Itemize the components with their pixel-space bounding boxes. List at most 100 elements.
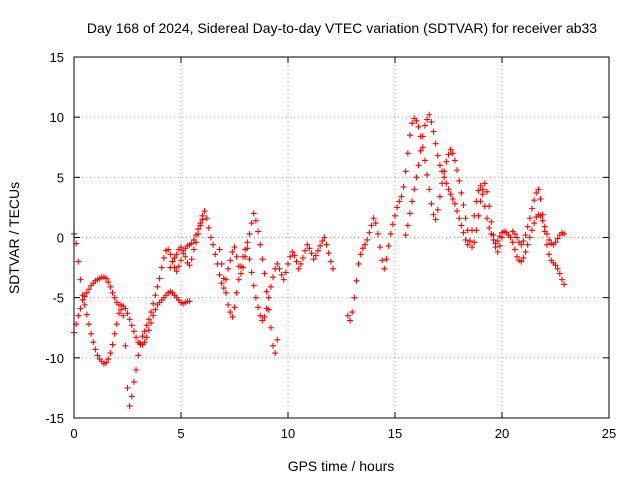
data-point: [496, 233, 503, 240]
data-point: [265, 294, 272, 301]
data-point: [190, 246, 197, 253]
data-point: [246, 256, 253, 263]
series-track-e: [344, 115, 505, 324]
data-point: [526, 215, 533, 222]
data-point: [285, 260, 291, 267]
data-point: [130, 328, 137, 335]
data-point: [513, 253, 520, 260]
data-point: [248, 220, 255, 227]
data-points: [71, 111, 568, 409]
data-point: [197, 222, 204, 229]
data-point: [443, 180, 450, 187]
data-point: [344, 312, 351, 319]
data-point: [456, 215, 463, 222]
data-point: [469, 244, 476, 251]
data-point: [518, 258, 525, 265]
data-point: [310, 256, 317, 263]
data-point: [396, 198, 403, 205]
data-point: [436, 162, 443, 169]
data-point: [240, 253, 247, 260]
data-point: [327, 258, 334, 265]
data-point: [160, 254, 167, 261]
y-tick-label: -10: [45, 351, 64, 366]
data-point: [321, 234, 328, 241]
data-point: [471, 212, 478, 219]
data-point: [244, 239, 251, 246]
data-point: [218, 260, 225, 267]
data-point: [233, 289, 240, 296]
series-track-a: [71, 274, 193, 348]
data-point: [152, 292, 159, 299]
data-point: [462, 215, 469, 222]
data-point: [439, 168, 446, 175]
data-point: [267, 324, 274, 331]
data-point: [460, 229, 467, 236]
data-point: [419, 144, 426, 151]
data-point: [329, 265, 336, 272]
data-point: [210, 241, 217, 248]
data-point: [432, 140, 439, 147]
data-point: [178, 244, 184, 251]
data-point: [280, 276, 287, 283]
data-point: [494, 248, 501, 255]
data-point: [394, 204, 401, 211]
series-track-b: [71, 216, 206, 409]
data-point: [242, 246, 249, 253]
data-point: [252, 294, 259, 301]
data-point: [237, 263, 244, 270]
data-point: [402, 168, 409, 175]
data-point: [381, 265, 388, 272]
data-point: [248, 269, 255, 276]
data-point: [389, 221, 396, 228]
data-point: [323, 241, 330, 248]
y-tick-label: 15: [50, 50, 64, 65]
data-point: [413, 117, 420, 124]
data-point: [75, 258, 82, 265]
data-point: [180, 247, 187, 254]
data-point: [353, 277, 360, 284]
data-point: [282, 269, 289, 276]
data-point: [156, 275, 163, 282]
series-track-d: [216, 210, 281, 357]
data-point: [539, 211, 546, 218]
data-point: [561, 230, 568, 237]
data-point: [522, 248, 529, 255]
data-point: [145, 327, 152, 334]
data-point: [524, 241, 531, 248]
data-point: [454, 167, 461, 174]
data-point: [552, 239, 559, 246]
data-point: [205, 224, 212, 231]
data-point: [546, 251, 553, 258]
data-point: [257, 312, 264, 319]
data-point: [481, 180, 488, 187]
data-point: [314, 247, 321, 254]
data-point: [139, 333, 146, 340]
data-point: [188, 256, 195, 263]
y-tick-label: -5: [52, 291, 64, 306]
data-point: [128, 393, 135, 400]
data-point: [558, 276, 565, 283]
x-tick-label: 10: [281, 426, 295, 441]
data-point: [359, 245, 366, 252]
data-point: [494, 238, 501, 245]
data-point: [109, 289, 116, 296]
data-point: [528, 205, 535, 212]
data-point: [105, 356, 112, 363]
data-point: [533, 189, 540, 196]
y-axis-label: SDTVAR / TECUs: [6, 182, 22, 294]
data-point: [287, 253, 294, 260]
data-point: [126, 316, 133, 323]
data-point: [173, 268, 180, 275]
data-point: [216, 246, 223, 253]
data-point: [201, 208, 208, 215]
data-point: [141, 328, 148, 335]
data-point: [428, 118, 435, 125]
data-point: [291, 252, 298, 259]
data-point: [531, 220, 538, 227]
data-point: [526, 234, 533, 241]
data-point: [374, 230, 381, 237]
data-point: [366, 229, 373, 236]
data-point: [150, 312, 157, 319]
data-point: [554, 265, 561, 272]
data-point: [426, 111, 433, 118]
